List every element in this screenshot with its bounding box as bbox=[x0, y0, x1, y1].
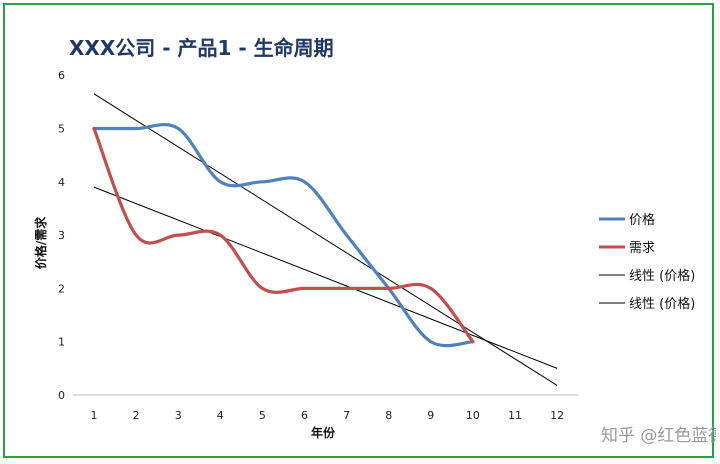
y-axis-title: 价格/需求 bbox=[33, 216, 48, 269]
legend-label: 价格 bbox=[629, 212, 655, 228]
legend-label: 需求 bbox=[629, 241, 655, 256]
y-tick-label: 3 bbox=[58, 229, 65, 242]
x-tick-label: 10 bbox=[466, 409, 480, 422]
series-line bbox=[92, 126, 475, 344]
chart-title: XXX公司 - 产品1 - 生命周期 bbox=[69, 36, 334, 60]
x-tick-label: 2 bbox=[133, 409, 140, 422]
legend-label: 线性 (价格) bbox=[629, 268, 695, 284]
trendlines bbox=[93, 93, 558, 386]
y-tick-label: 4 bbox=[58, 176, 65, 189]
series-line bbox=[92, 122, 475, 348]
x-tick-label: 1 bbox=[91, 409, 98, 422]
x-tick-label: 12 bbox=[550, 409, 564, 422]
y-tick-label: 6 bbox=[58, 69, 65, 82]
y-tick-label: 0 bbox=[58, 389, 65, 402]
x-axis-title: 年份 bbox=[311, 425, 336, 440]
x-tick-label: 6 bbox=[301, 409, 308, 422]
y-tick-labels: 0 1 2 3 4 5 6 bbox=[58, 69, 65, 402]
x-tick-label: 7 bbox=[343, 409, 350, 422]
x-tick-label: 8 bbox=[385, 409, 392, 422]
y-tick-label: 5 bbox=[58, 123, 65, 136]
legend-label: 线性 (价格) bbox=[629, 296, 695, 312]
watermark-text: 知乎 @红色蓝德 bbox=[601, 426, 716, 446]
x-tick-label: 5 bbox=[259, 409, 266, 422]
x-tick-label: 4 bbox=[217, 409, 224, 422]
x-tick-label: 3 bbox=[175, 409, 182, 422]
trendline bbox=[93, 93, 558, 386]
trendline bbox=[93, 186, 558, 369]
x-tick-label: 11 bbox=[508, 409, 522, 422]
x-tick-label: 9 bbox=[427, 409, 434, 422]
series-lines bbox=[92, 122, 475, 348]
y-tick-label: 1 bbox=[58, 336, 65, 349]
y-tick-label: 2 bbox=[58, 282, 65, 295]
x-tick-labels: 1 2 3 4 5 6 7 8 9 10 11 12 bbox=[91, 409, 565, 422]
